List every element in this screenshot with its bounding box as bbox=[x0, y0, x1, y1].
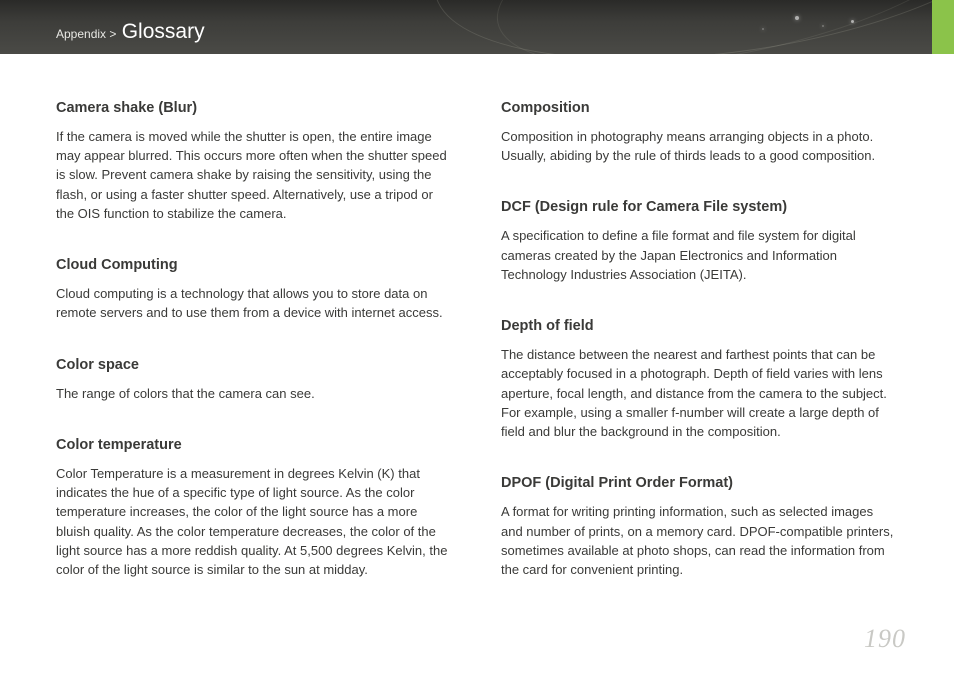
glossary-definition: The range of colors that the camera can … bbox=[56, 384, 453, 403]
breadcrumb: Appendix > Glossary bbox=[56, 20, 205, 44]
glossary-entry: Color space The range of colors that the… bbox=[56, 357, 453, 403]
right-column: Composition Composition in photography m… bbox=[501, 100, 898, 613]
left-column: Camera shake (Blur) If the camera is mov… bbox=[56, 100, 453, 613]
glossary-term: Color temperature bbox=[56, 437, 453, 453]
glossary-entry: DCF (Design rule for Camera File system)… bbox=[501, 199, 898, 284]
breadcrumb-title: Glossary bbox=[122, 20, 205, 43]
glossary-term: Camera shake (Blur) bbox=[56, 100, 453, 116]
glossary-definition: Composition in photography means arrangi… bbox=[501, 127, 898, 165]
glossary-entry: DPOF (Digital Print Order Format) A form… bbox=[501, 475, 898, 579]
glossary-entry: Composition Composition in photography m… bbox=[501, 100, 898, 165]
glossary-entry: Depth of field The distance between the … bbox=[501, 318, 898, 441]
page-number: 190 bbox=[864, 624, 906, 654]
page-header: Appendix > Glossary bbox=[0, 0, 954, 54]
glossary-term: DCF (Design rule for Camera File system) bbox=[501, 199, 898, 215]
glossary-term: Color space bbox=[56, 357, 453, 373]
glossary-definition: If the camera is moved while the shutter… bbox=[56, 127, 453, 223]
content-area: Camera shake (Blur) If the camera is mov… bbox=[0, 54, 954, 613]
glossary-entry: Color temperature Color Temperature is a… bbox=[56, 437, 453, 579]
glossary-entry: Cloud Computing Cloud computing is a tec… bbox=[56, 257, 453, 322]
glossary-term: Composition bbox=[501, 100, 898, 116]
glossary-term: Cloud Computing bbox=[56, 257, 453, 273]
glossary-term: DPOF (Digital Print Order Format) bbox=[501, 475, 898, 491]
breadcrumb-prefix: Appendix > bbox=[56, 27, 120, 41]
glossary-definition: Color Temperature is a measurement in de… bbox=[56, 464, 453, 579]
header-decoration bbox=[434, 0, 934, 54]
glossary-definition: A format for writing printing informatio… bbox=[501, 502, 898, 579]
glossary-definition: Cloud computing is a technology that all… bbox=[56, 284, 453, 322]
glossary-definition: The distance between the nearest and far… bbox=[501, 345, 898, 441]
glossary-term: Depth of field bbox=[501, 318, 898, 334]
glossary-entry: Camera shake (Blur) If the camera is mov… bbox=[56, 100, 453, 223]
glossary-definition: A specification to define a file format … bbox=[501, 226, 898, 284]
section-accent-tab bbox=[932, 0, 954, 54]
